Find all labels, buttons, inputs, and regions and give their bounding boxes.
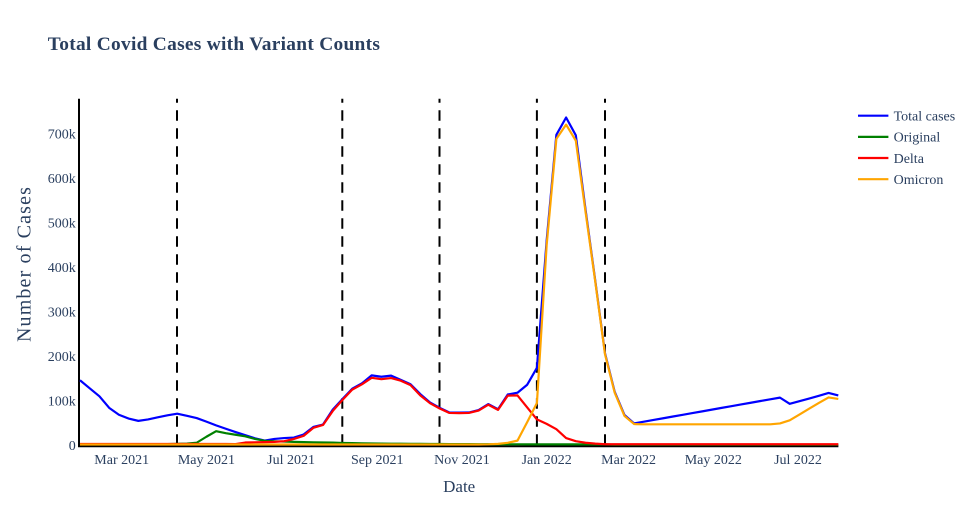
svg-text:700k: 700k — [48, 128, 76, 143]
svg-text:Sep 2021: Sep 2021 — [351, 453, 404, 468]
svg-text:100k: 100k — [48, 394, 76, 409]
svg-text:200k: 200k — [48, 350, 76, 365]
svg-text:0: 0 — [69, 439, 76, 454]
svg-text:Nov 2021: Nov 2021 — [434, 453, 490, 468]
svg-text:400k: 400k — [48, 261, 76, 276]
svg-text:Total Covid Cases with Variant: Total Covid Cases with Variant Counts — [48, 34, 381, 55]
svg-text:500k: 500k — [48, 217, 76, 232]
svg-text:Omicron: Omicron — [894, 173, 944, 188]
svg-text:Number of Cases: Number of Cases — [14, 186, 36, 342]
svg-text:Jul 2022: Jul 2022 — [774, 453, 822, 468]
svg-text:Jan 2022: Jan 2022 — [522, 453, 572, 468]
svg-text:Date: Date — [443, 477, 475, 496]
svg-text:Jul 2021: Jul 2021 — [267, 453, 315, 468]
svg-text:300k: 300k — [48, 306, 76, 321]
svg-text:Total cases: Total cases — [894, 110, 956, 125]
svg-text:600k: 600k — [48, 172, 76, 187]
svg-text:Original: Original — [894, 131, 941, 146]
svg-text:Delta: Delta — [894, 152, 925, 167]
svg-text:May 2021: May 2021 — [178, 453, 235, 468]
svg-text:May 2022: May 2022 — [685, 453, 742, 468]
svg-text:Mar 2022: Mar 2022 — [601, 453, 656, 468]
svg-text:Mar 2021: Mar 2021 — [94, 453, 149, 468]
